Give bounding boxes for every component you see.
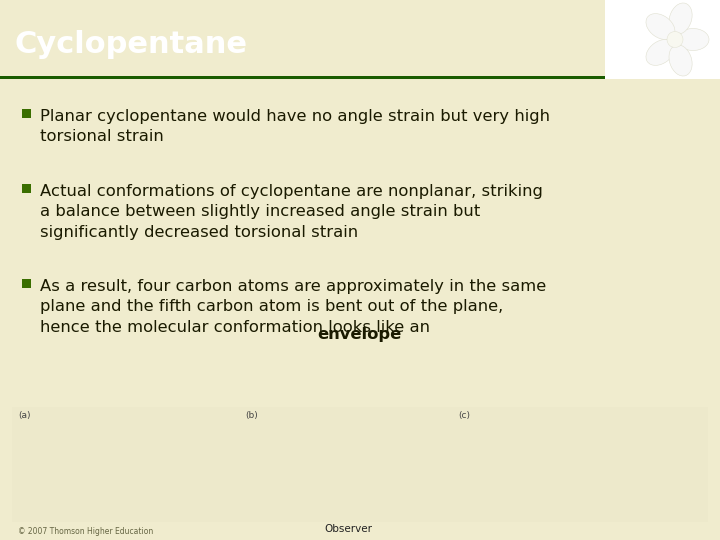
Ellipse shape bbox=[669, 45, 692, 76]
Ellipse shape bbox=[677, 29, 709, 51]
Text: (b): (b) bbox=[245, 411, 258, 420]
Bar bbox=[605, 0, 720, 79]
Ellipse shape bbox=[646, 39, 675, 65]
Bar bbox=[22, 184, 31, 193]
Ellipse shape bbox=[669, 3, 692, 34]
Bar bbox=[22, 109, 31, 118]
Text: © 2007 Thomson Higher Education: © 2007 Thomson Higher Education bbox=[18, 527, 153, 536]
Bar bbox=[12, 407, 708, 522]
Text: (c): (c) bbox=[458, 411, 470, 420]
Text: As a result, four carbon atoms are approximately in the same
plane and the fifth: As a result, four carbon atoms are appro… bbox=[40, 279, 546, 335]
Text: Cyclopentane: Cyclopentane bbox=[14, 30, 247, 59]
Text: envelope: envelope bbox=[317, 327, 401, 341]
Bar bbox=[0, 76, 605, 79]
Text: (a): (a) bbox=[18, 411, 30, 420]
Text: Actual conformations of cyclopentane are nonplanar, striking
a balance between s: Actual conformations of cyclopentane are… bbox=[40, 184, 543, 240]
Ellipse shape bbox=[646, 14, 675, 39]
Text: Observer: Observer bbox=[324, 524, 372, 534]
Text: Planar cyclopentane would have no angle strain but very high
torsional strain: Planar cyclopentane would have no angle … bbox=[40, 109, 550, 144]
Circle shape bbox=[667, 31, 683, 48]
Bar bbox=[22, 279, 31, 288]
